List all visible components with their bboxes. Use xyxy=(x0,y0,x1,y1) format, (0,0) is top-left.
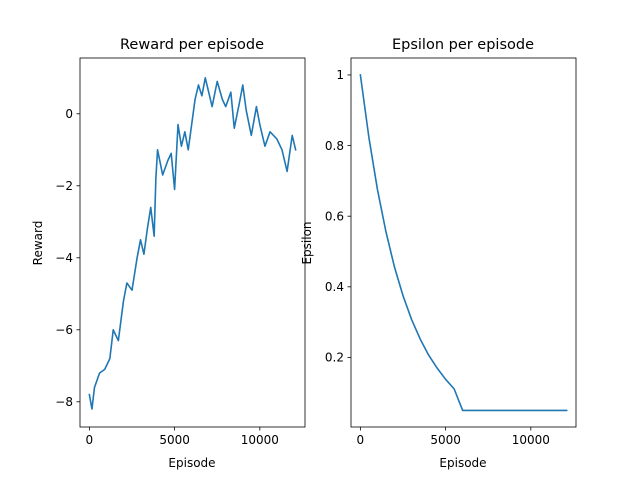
epsilon-chart-title: Epsilon per episode xyxy=(392,37,534,53)
epsilon-y-tick-label: 1 xyxy=(336,68,344,82)
epsilon-axes-frame xyxy=(350,57,577,428)
epsilon-x-ticks: 0 5000 10000 xyxy=(357,427,550,447)
epsilon-y-label: Epsilon xyxy=(300,221,314,264)
reward-chart-title: Reward per episode xyxy=(120,37,264,53)
reward-x-tick-label: 5000 xyxy=(159,433,190,447)
reward-x-tick-label: 0 xyxy=(86,433,94,447)
epsilon-x-tick-label: 0 xyxy=(357,433,365,447)
reward-y-tick-label: 0 xyxy=(65,107,73,121)
epsilon-y-tick-label: 0.4 xyxy=(325,280,344,294)
reward-y-label: Reward xyxy=(31,221,45,266)
epsilon-y-tick-label: 0.2 xyxy=(325,351,344,365)
epsilon-series-line-0 xyxy=(359,74,568,412)
reward-y-ticks: −8 −6 −4 −2 0 xyxy=(55,107,80,409)
epsilon-y-tick-label: 0.8 xyxy=(325,139,344,153)
reward-y-tick-label: −6 xyxy=(55,323,73,337)
reward-y-tick-label: −8 xyxy=(55,395,73,409)
epsilon-x-tick-label: 5000 xyxy=(430,433,461,447)
reward-x-tick-label: 10000 xyxy=(241,433,279,447)
reward-x-ticks: 0 5000 10000 xyxy=(86,427,279,447)
reward-axes-frame xyxy=(79,57,306,428)
epsilon-y-tick-label: 0.6 xyxy=(325,209,344,223)
epsilon-chart: Epsilon per episode 0 5000 10000 0.2 0.4 0.6… xyxy=(300,37,577,470)
reward-series-line-0 xyxy=(88,77,297,410)
reward-y-tick-label: −4 xyxy=(55,251,73,265)
epsilon-y-ticks: 0.2 0.4 0.6 0.8 1 xyxy=(325,68,351,365)
epsilon-x-label: Episode xyxy=(439,456,486,470)
epsilon-x-tick-label: 10000 xyxy=(512,433,550,447)
reward-chart: Reward per episode 0 5000 10000 −8 −6 −4 −2 0 … xyxy=(31,37,306,470)
reward-y-tick-label: −2 xyxy=(55,179,73,193)
reward-x-label: Episode xyxy=(168,456,215,470)
epsilon-series-layer xyxy=(359,74,568,412)
reward-series-layer xyxy=(88,77,297,410)
